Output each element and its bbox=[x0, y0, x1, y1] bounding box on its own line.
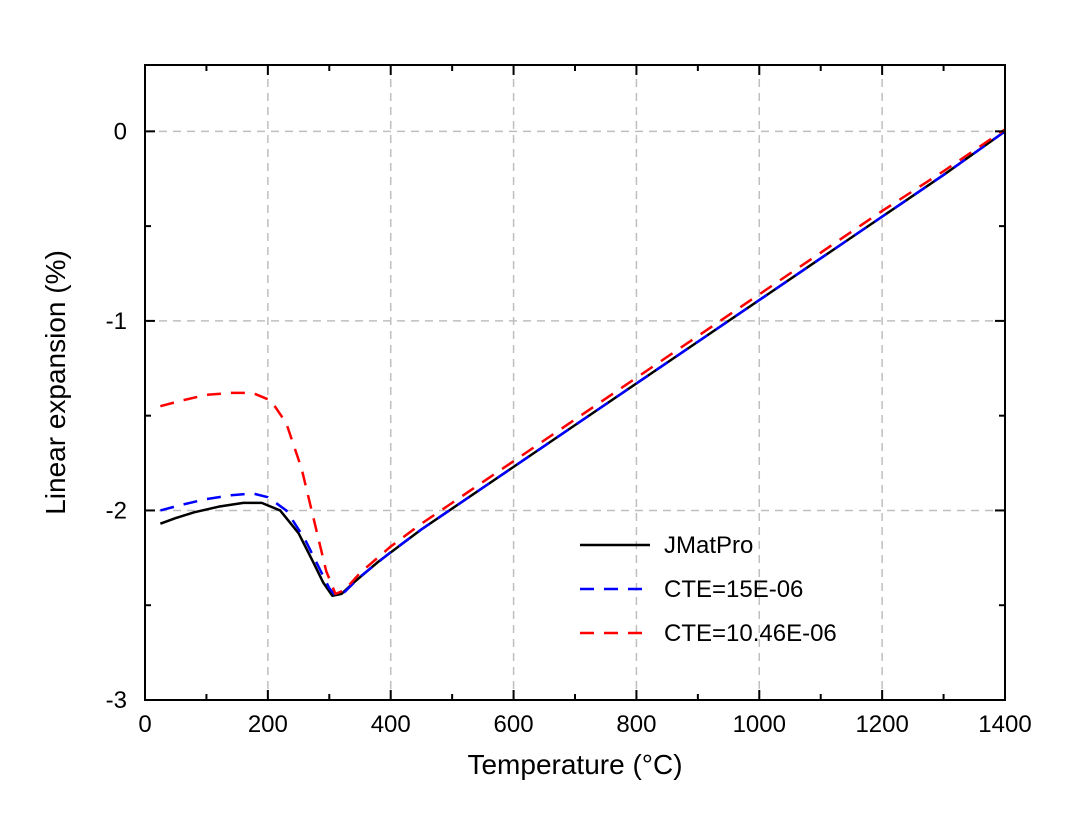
x-tick-label: 800 bbox=[616, 711, 656, 738]
legend-label: JMatPro bbox=[664, 532, 753, 559]
x-tick-label: 200 bbox=[248, 711, 288, 738]
x-tick-label: 600 bbox=[494, 711, 534, 738]
y-tick-label: 0 bbox=[114, 118, 127, 145]
x-tick-label: 1200 bbox=[855, 711, 908, 738]
y-tick-label: -1 bbox=[106, 308, 127, 335]
y-tick-label: -2 bbox=[106, 497, 127, 524]
y-axis-title: Linear expansion (%) bbox=[40, 250, 71, 515]
x-tick-label: 1400 bbox=[978, 711, 1031, 738]
x-tick-label: 400 bbox=[371, 711, 411, 738]
chart-container: 0 200 400 600 800 1000 1200 1400 -3 -2 -1 0 Temperat… bbox=[0, 0, 1080, 826]
legend-label: CTE=15E-06 bbox=[664, 576, 803, 603]
chart-svg: 0 200 400 600 800 1000 1200 1400 -3 -2 -1 0 Temperat… bbox=[0, 0, 1080, 826]
x-tick-label: 0 bbox=[138, 711, 151, 738]
y-tick-label: -3 bbox=[106, 687, 127, 714]
x-tick-label: 1000 bbox=[733, 711, 786, 738]
x-axis-title: Temperature (°C) bbox=[467, 749, 682, 780]
legend-label: CTE=10.46E-06 bbox=[664, 620, 837, 647]
